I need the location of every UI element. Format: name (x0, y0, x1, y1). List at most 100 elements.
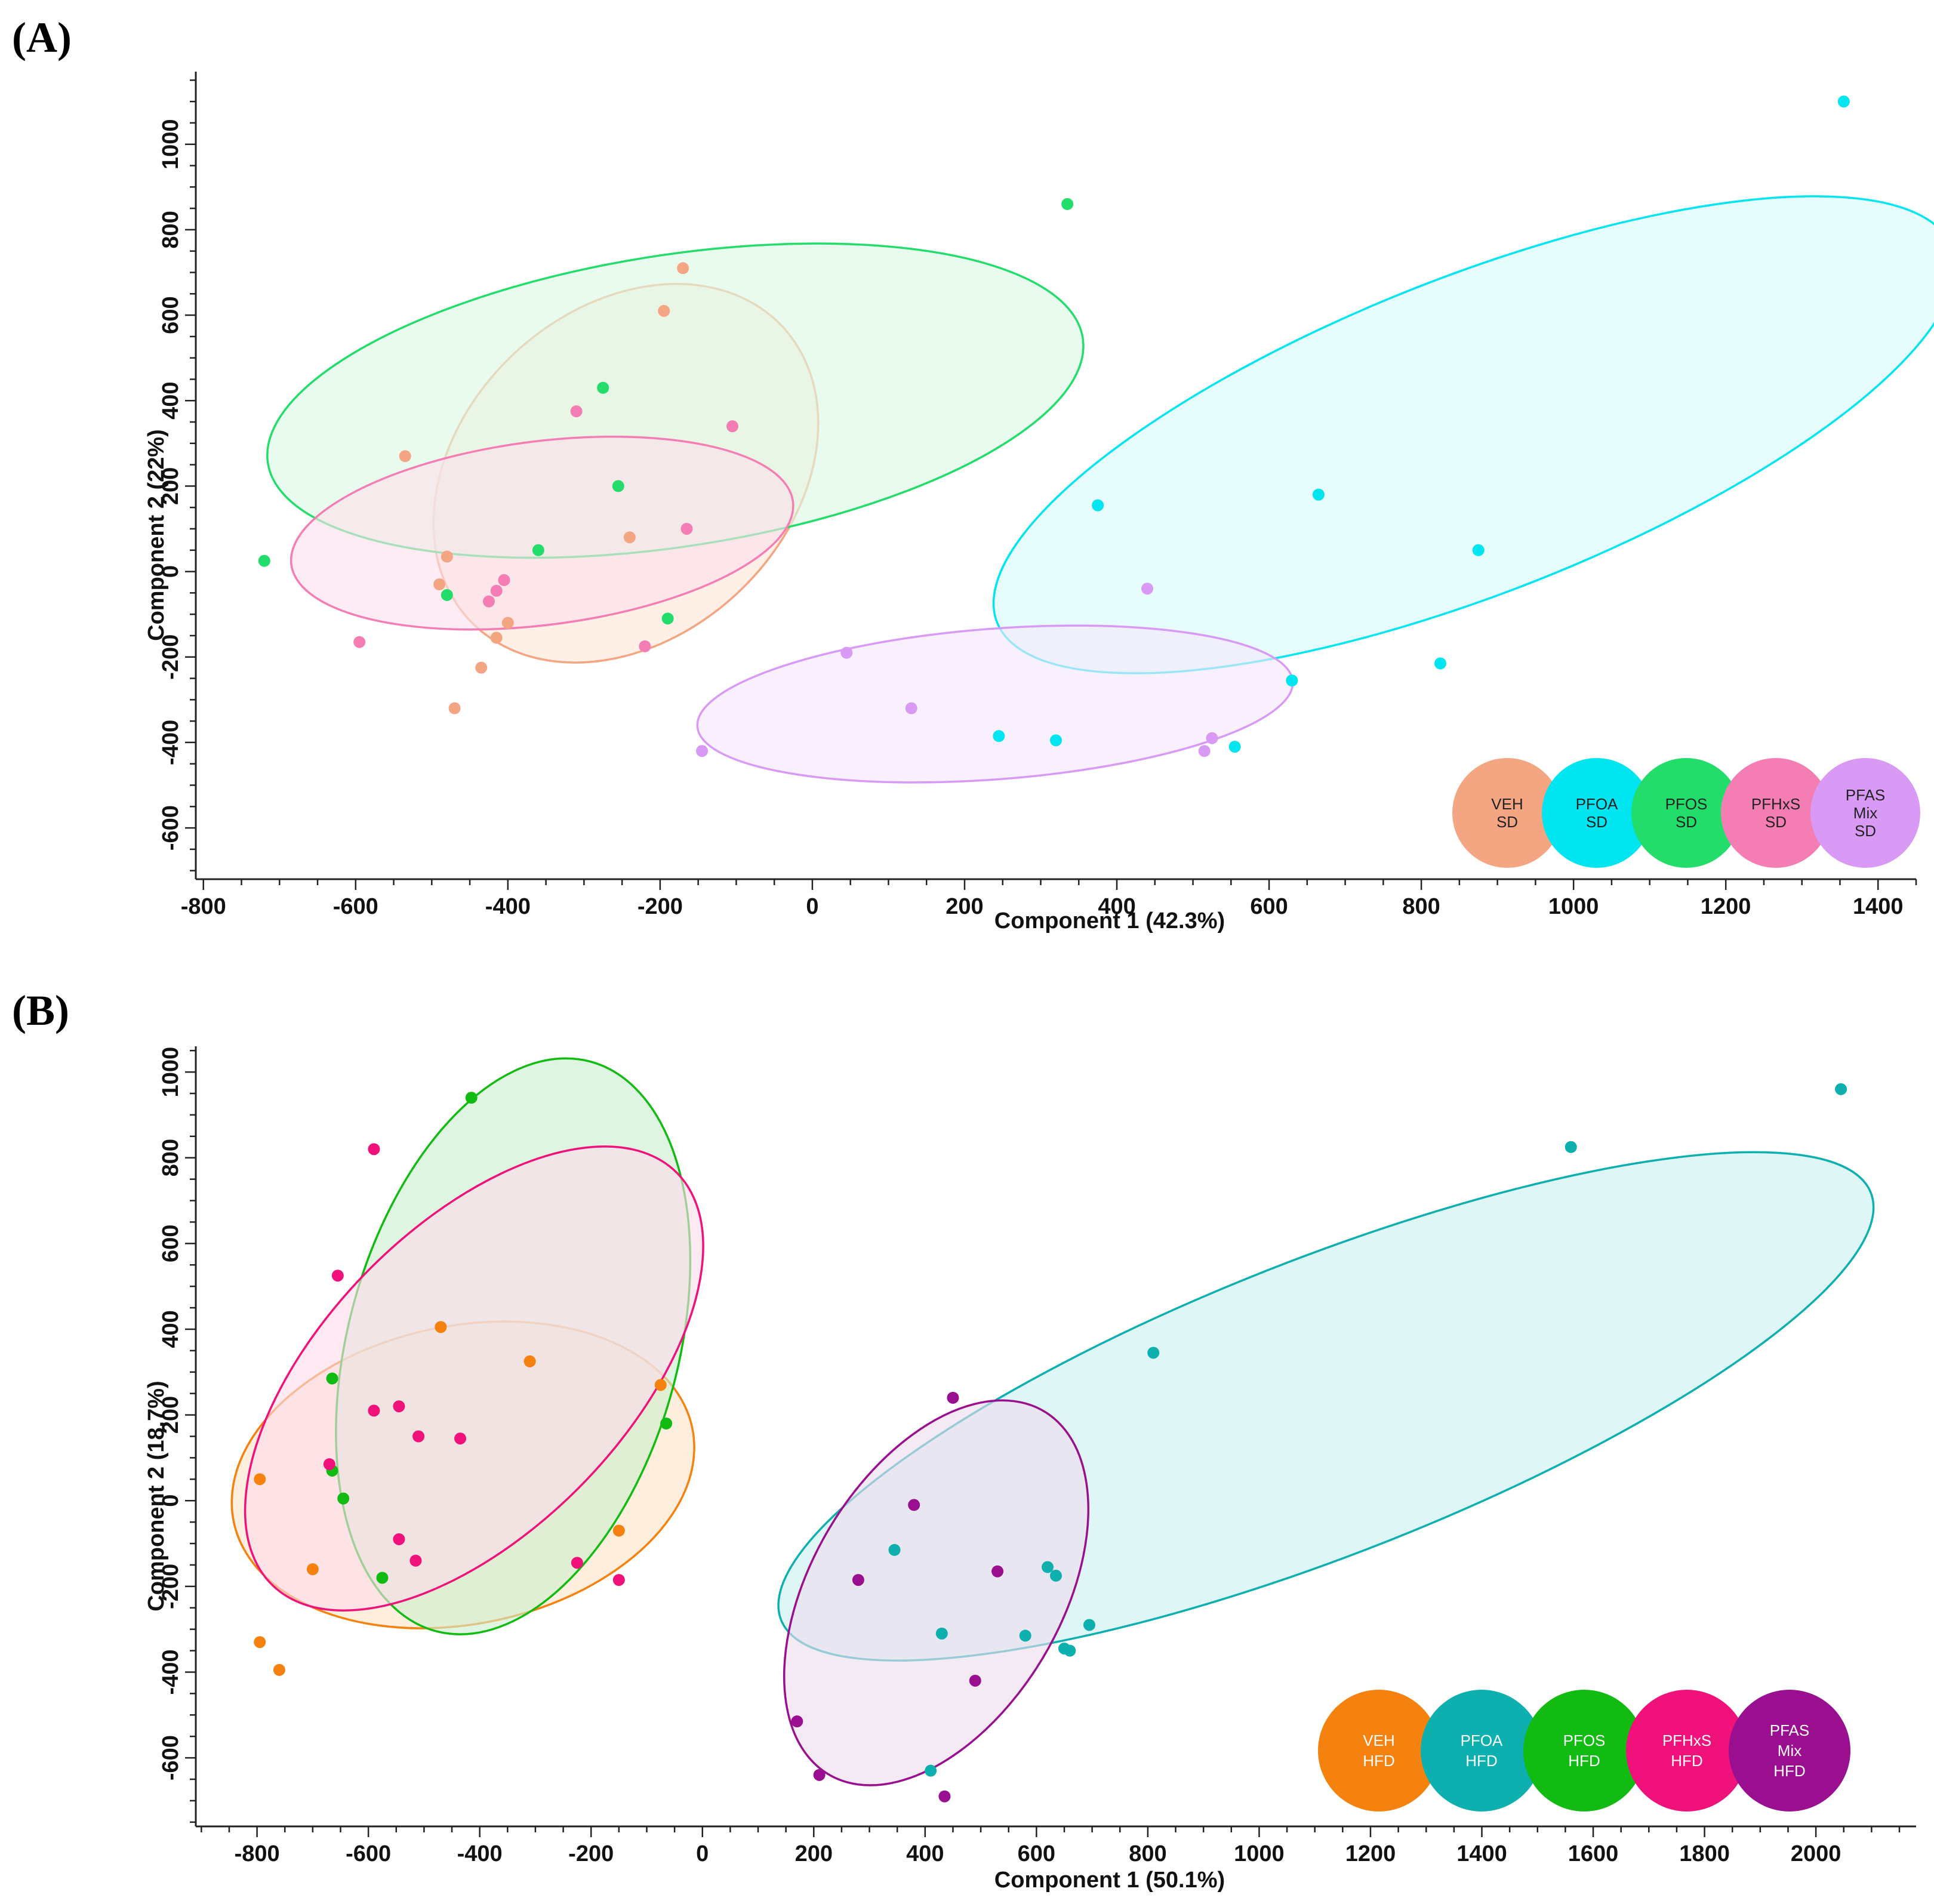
x-tick-label: -400 (485, 894, 531, 919)
y-tick-label: 400 (158, 1310, 183, 1348)
point-B-3-0 (368, 1143, 380, 1156)
legend-label: PFOS (1563, 1732, 1606, 1749)
x-tick-label: 800 (1129, 1841, 1166, 1866)
y-tick-label: -600 (158, 1735, 183, 1780)
point-B-0-2 (654, 1379, 667, 1391)
point-B-1-11 (925, 1764, 937, 1777)
point-B-4-7 (938, 1790, 951, 1803)
y-tick-label: 800 (158, 211, 183, 248)
x-tick-label: 1200 (1345, 1841, 1396, 1866)
legend-label: HFD (1671, 1752, 1702, 1770)
legend-swatch (1318, 1690, 1440, 1811)
legend-item-B-2: PFOS HFD (1523, 1690, 1645, 1811)
point-B-4-5 (791, 1715, 803, 1728)
legend-swatch (1810, 758, 1920, 868)
legend-swatch (1631, 758, 1741, 868)
point-A-2-1 (597, 381, 609, 394)
point-B-4-6 (813, 1769, 826, 1781)
x-tick-label: 1800 (1679, 1841, 1730, 1866)
y-tick-label: 1000 (158, 1047, 183, 1098)
x-tick-label: 1000 (1548, 894, 1599, 919)
legend-label: PFOA (1461, 1732, 1503, 1749)
point-B-0-0 (435, 1321, 447, 1333)
x-tick-label: 1200 (1701, 894, 1751, 919)
point-B-1-2 (1147, 1347, 1160, 1359)
point-B-0-1 (523, 1355, 536, 1367)
y-tick-label: 0 (158, 1495, 183, 1507)
x-tick-label: 1400 (1853, 894, 1904, 919)
x-tick-label: 1400 (1456, 1841, 1507, 1866)
point-B-3-2 (393, 1400, 405, 1413)
point-B-4-0 (947, 1391, 959, 1404)
legend-swatch (1523, 1690, 1645, 1811)
point-A-4-2 (905, 702, 917, 714)
legend-item-B-4: PFAS Mix HFD (1729, 1690, 1850, 1811)
point-B-1-3 (888, 1543, 901, 1556)
point-A-1-1 (1312, 488, 1325, 501)
point-A-1-8 (1228, 741, 1241, 753)
point-B-3-6 (323, 1458, 335, 1471)
x-axis-title-B: Component 1 (50.1%) (994, 1868, 1225, 1893)
point-B-1-4 (1042, 1561, 1054, 1573)
point-A-0-4 (441, 550, 453, 563)
point-A-1-6 (993, 730, 1005, 743)
legend-label: SD (1676, 813, 1697, 831)
point-A-3-4 (490, 584, 503, 597)
y-tick-label: 600 (158, 1225, 183, 1262)
legend-item-B-1: PFOA HFD (1421, 1690, 1542, 1811)
legend-label: PFHxS (1662, 1732, 1711, 1749)
y-tick-label: 600 (158, 296, 183, 334)
legend-swatch (1721, 758, 1831, 868)
point-A-4-1 (840, 646, 853, 659)
point-B-1-1 (1565, 1141, 1577, 1153)
legend-label: PFOS (1665, 795, 1708, 813)
point-A-0-9 (448, 702, 461, 714)
point-A-4-5 (1198, 745, 1211, 757)
point-B-3-5 (454, 1432, 467, 1445)
legend-label: HFD (1363, 1752, 1394, 1770)
legend-label: HFD (1465, 1752, 1497, 1770)
y-tick-label: -200 (158, 634, 183, 680)
legend-swatch (1542, 758, 1652, 868)
legend-label: PFAS (1846, 786, 1885, 804)
point-A-0-8 (475, 661, 488, 674)
point-A-1-0 (1837, 95, 1850, 108)
x-tick-label: -200 (568, 1841, 614, 1866)
point-A-0-5 (433, 578, 446, 591)
x-tick-label: 2000 (1791, 1841, 1841, 1866)
x-tick-label: 0 (806, 894, 818, 919)
x-tick-label: 200 (946, 894, 983, 919)
y-axis-title-A: Component 2 (22%) (144, 429, 169, 641)
y-tick-label: -400 (158, 720, 183, 765)
point-B-3-7 (393, 1533, 405, 1545)
y-tick-label: 800 (158, 1139, 183, 1176)
point-A-2-0 (1061, 198, 1074, 210)
point-A-4-3 (696, 745, 709, 757)
x-tick-label: -800 (235, 1841, 280, 1866)
x-tick-label: 400 (1098, 894, 1135, 919)
point-B-3-1 (331, 1270, 344, 1282)
point-A-2-6 (661, 612, 674, 625)
point-A-4-0 (1141, 583, 1154, 595)
point-A-3-1 (726, 420, 739, 433)
point-A-0-3 (623, 531, 636, 544)
legend-label: PFAS (1770, 1721, 1809, 1739)
point-A-3-0 (570, 405, 583, 418)
point-A-1-7 (1050, 734, 1062, 747)
point-A-3-3 (498, 574, 510, 586)
point-B-4-2 (991, 1565, 1004, 1578)
legend-label: SD (1765, 813, 1787, 831)
x-tick-label: -800 (181, 894, 226, 919)
point-A-4-4 (1206, 732, 1218, 744)
x-tick-label: 1000 (1234, 1841, 1285, 1866)
point-B-0-5 (612, 1524, 625, 1537)
point-B-1-7 (935, 1627, 948, 1640)
y-tick-label: -200 (158, 1564, 183, 1609)
legend-item-B-3: PFHxS HFD (1626, 1690, 1748, 1811)
point-B-3-9 (571, 1557, 583, 1569)
y-tick-label: 200 (158, 467, 183, 505)
ellipse-B-3 (153, 1089, 796, 1668)
point-A-0-0 (677, 262, 689, 275)
legend-label: VEH (1491, 795, 1523, 813)
legend-item-B-0: VEH HFD (1318, 1690, 1440, 1811)
